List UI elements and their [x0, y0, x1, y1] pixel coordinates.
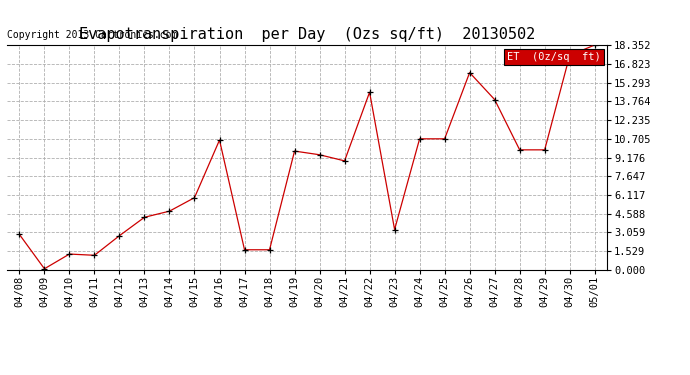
Title: Evapotranspiration  per Day  (Ozs sq/ft)  20130502: Evapotranspiration per Day (Ozs sq/ft) 2…	[79, 27, 535, 42]
Text: ET  (0z/sq  ft): ET (0z/sq ft)	[507, 52, 601, 62]
Text: Copyright 2013 Cartronics.com: Copyright 2013 Cartronics.com	[7, 30, 177, 40]
